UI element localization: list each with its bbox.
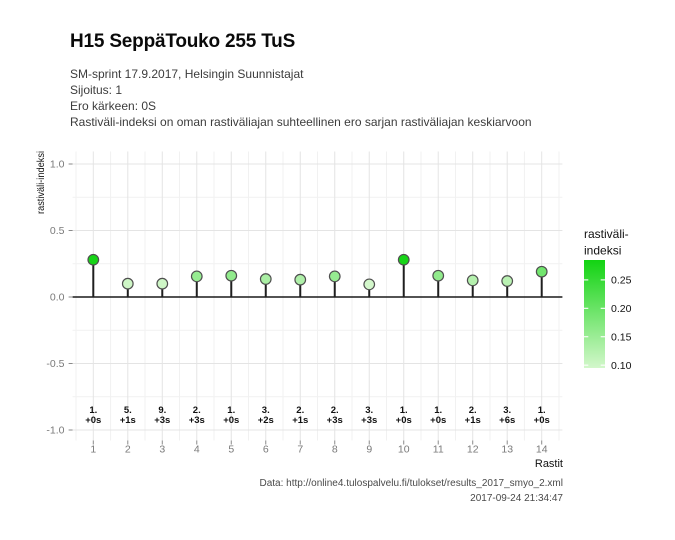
- y-tick-label: 0.5: [50, 225, 65, 237]
- annotation-place: 2.: [296, 405, 304, 416]
- annotation-gap: +3s: [361, 415, 377, 426]
- annotation-gap: +0s: [396, 415, 412, 426]
- control-annotation: 3. +2s: [258, 405, 274, 426]
- annotation-place: 2.: [193, 405, 201, 416]
- y-tick-label: -0.5: [46, 358, 64, 370]
- x-tick-label: 5: [228, 444, 234, 456]
- annotation-place: 2.: [331, 405, 339, 416]
- lollipop-marker: [87, 253, 100, 266]
- annotation-place: 3.: [503, 405, 511, 416]
- subtitle-placement: Sijoitus: 1: [70, 83, 123, 97]
- footer-timestamp: 2017-09-24 21:34:47: [470, 492, 563, 504]
- x-tick-label: 11: [433, 444, 444, 456]
- x-tick-label: 12: [467, 444, 479, 456]
- lollipop-marker: [432, 269, 445, 282]
- annotation-place: 1.: [400, 405, 408, 416]
- lollipop-marker: [259, 273, 272, 285]
- annotation-gap: +1s: [292, 415, 308, 426]
- x-tick-label: 7: [297, 444, 303, 456]
- lollipop-marker: [501, 275, 514, 287]
- x-tick-label: 2: [125, 444, 131, 456]
- annotation-gap: +3s: [154, 415, 170, 426]
- annotation-gap: +1s: [120, 415, 136, 426]
- subtitle-description: Rastiväli-indeksi on oman rastiväliajan …: [70, 115, 532, 129]
- annotation-gap: +0s: [85, 415, 101, 426]
- x-tick-label: 13: [501, 444, 513, 456]
- annotation-gap: +0s: [534, 415, 550, 426]
- legend-tick-label: 0.15: [611, 332, 632, 344]
- x-tick-label: 10: [398, 444, 410, 456]
- x-tick-label: 1: [90, 444, 96, 456]
- legend-colorbar: [584, 260, 605, 368]
- x-axis-title: Rastit: [535, 458, 563, 470]
- control-annotation: 2. +1s: [465, 405, 481, 426]
- subtitle-gap-to-leader: Ero kärkeen: 0S: [70, 99, 157, 113]
- annotation-place: 2.: [469, 405, 477, 416]
- annotation-gap: +3s: [327, 415, 343, 426]
- lollipop-marker: [156, 277, 169, 290]
- y-axis-title: rastiväli-indeksi: [35, 151, 47, 214]
- control-annotation: 2. +3s: [189, 405, 205, 426]
- control-annotation: 1. +0s: [430, 405, 446, 426]
- annotation-place: 9.: [158, 405, 166, 416]
- control-annotation: 9. +3s: [154, 405, 170, 426]
- footer: Data: http://online4.tulospalvelu.fi/tul…: [259, 477, 563, 506]
- footer-data-source: Data: http://online4.tulospalvelu.fi/tul…: [259, 478, 563, 489]
- annotation-gap: +6s: [499, 415, 515, 426]
- x-tick-label: 14: [536, 444, 548, 456]
- y-tick-label: 1.0: [50, 159, 65, 171]
- lollipop-marker: [363, 278, 376, 291]
- lollipop-marker: [121, 277, 134, 290]
- subtitle-event: SM-sprint 17.9.2017, Helsingin Suunnista…: [70, 67, 304, 81]
- annotation-place: 1.: [538, 405, 546, 416]
- x-tick-label: 9: [366, 444, 372, 456]
- legend-tick-label: 0.10: [611, 360, 632, 372]
- lollipop-marker: [535, 265, 548, 278]
- lollipop-marker: [397, 253, 410, 266]
- annotation-place: 3.: [365, 405, 373, 416]
- annotation-gap: +0s: [223, 415, 239, 426]
- y-tick-label: -1.0: [46, 425, 64, 437]
- control-annotation: 1. +0s: [85, 405, 101, 426]
- control-annotation: 1. +0s: [534, 405, 550, 426]
- legend-title: rastiväli-: [584, 227, 629, 241]
- annotation-gap: +3s: [189, 415, 205, 426]
- lollipop-marker: [225, 269, 238, 282]
- subtitle-block: SM-sprint 17.9.2017, Helsingin Suunnista…: [70, 66, 532, 130]
- control-annotation: 3. +3s: [361, 405, 377, 426]
- lollipop-marker: [294, 273, 307, 286]
- x-tick-label: 6: [263, 444, 269, 456]
- lollipop-marker: [466, 274, 479, 287]
- x-tick-label: 8: [332, 444, 338, 456]
- page-title: H15 SeppäTouko 255 TuS: [70, 31, 296, 52]
- control-annotation: 2. +3s: [327, 405, 343, 426]
- lollipop-marker: [190, 270, 203, 283]
- annotation-gap: +2s: [258, 415, 274, 426]
- control-annotation: 5. +1s: [120, 405, 136, 426]
- control-annotation: 1. +0s: [396, 405, 412, 426]
- annotation-place: 3.: [262, 405, 270, 416]
- annotation-place: 5.: [124, 405, 132, 416]
- annotation-place: 1.: [227, 405, 235, 416]
- x-tick-label: 4: [194, 444, 200, 456]
- annotation-place: 1.: [434, 405, 442, 416]
- lollipop-marker: [328, 270, 341, 283]
- annotation-gap: +1s: [465, 415, 481, 426]
- annotation-place: 1.: [89, 405, 97, 416]
- y-tick-label: 0.0: [50, 292, 65, 304]
- legend-tick-label: 0.20: [611, 303, 632, 315]
- x-tick-label: 3: [159, 444, 165, 456]
- control-annotation: 2. +1s: [292, 405, 308, 426]
- control-annotation: 3. +6s: [499, 405, 515, 426]
- annotation-gap: +0s: [430, 415, 446, 426]
- legend-title: indeksi: [584, 244, 621, 258]
- control-annotation: 1. +0s: [223, 405, 239, 426]
- legend-tick-label: 0.25: [611, 275, 632, 287]
